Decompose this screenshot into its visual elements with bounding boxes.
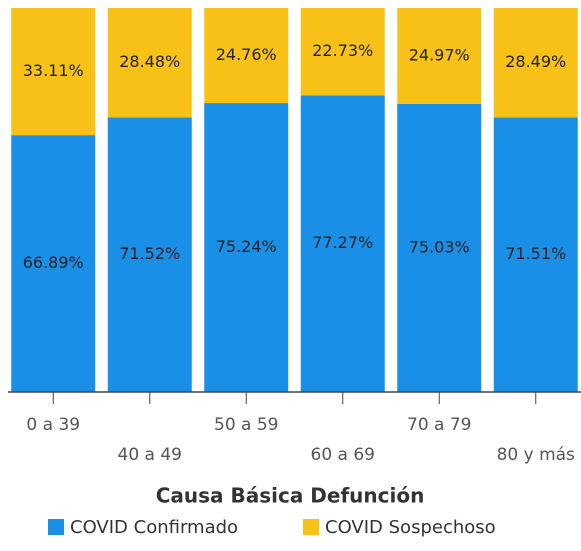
bar-segment [11,8,96,136]
bar-segment [204,8,289,104]
bar-segment [204,103,289,392]
x-tick-label: 60 a 69 [311,445,376,465]
bar-segment [11,135,96,392]
data-label: 75.03% [409,237,470,256]
bar-segment [300,95,385,392]
bar-segment [107,117,192,393]
data-label: 71.51% [505,244,566,263]
data-label: 24.76% [216,45,277,64]
data-label: 33.11% [23,61,84,80]
x-tick-label: 0 a 39 [26,415,80,435]
bar-segment [300,8,385,96]
x-tick-label: 70 a 79 [407,415,472,435]
bar-segment [493,117,578,392]
legend-label: COVID Confirmado [70,517,238,538]
data-label: 66.89% [23,253,84,272]
bar-segment [397,8,482,104]
x-tick-label: 50 a 59 [214,415,279,435]
data-label: 28.49% [505,52,566,71]
chart-title: Causa Básica Defunción [156,484,425,508]
x-tick-label: 40 a 49 [118,445,183,465]
legend-swatch [303,519,319,535]
data-label: 28.48% [119,52,180,71]
data-label: 24.97% [409,45,470,64]
bar-segment [397,103,482,393]
bar-segment [107,8,192,118]
data-label: 75.24% [216,237,277,256]
bar-segment [493,8,578,118]
x-tick-label: 80 y más [497,445,575,465]
legend-swatch [48,519,64,535]
data-label: 77.27% [312,233,373,252]
data-label: 22.73% [312,41,373,60]
legend-label: COVID Sospechoso [325,517,496,538]
data-label: 71.52% [119,244,180,263]
